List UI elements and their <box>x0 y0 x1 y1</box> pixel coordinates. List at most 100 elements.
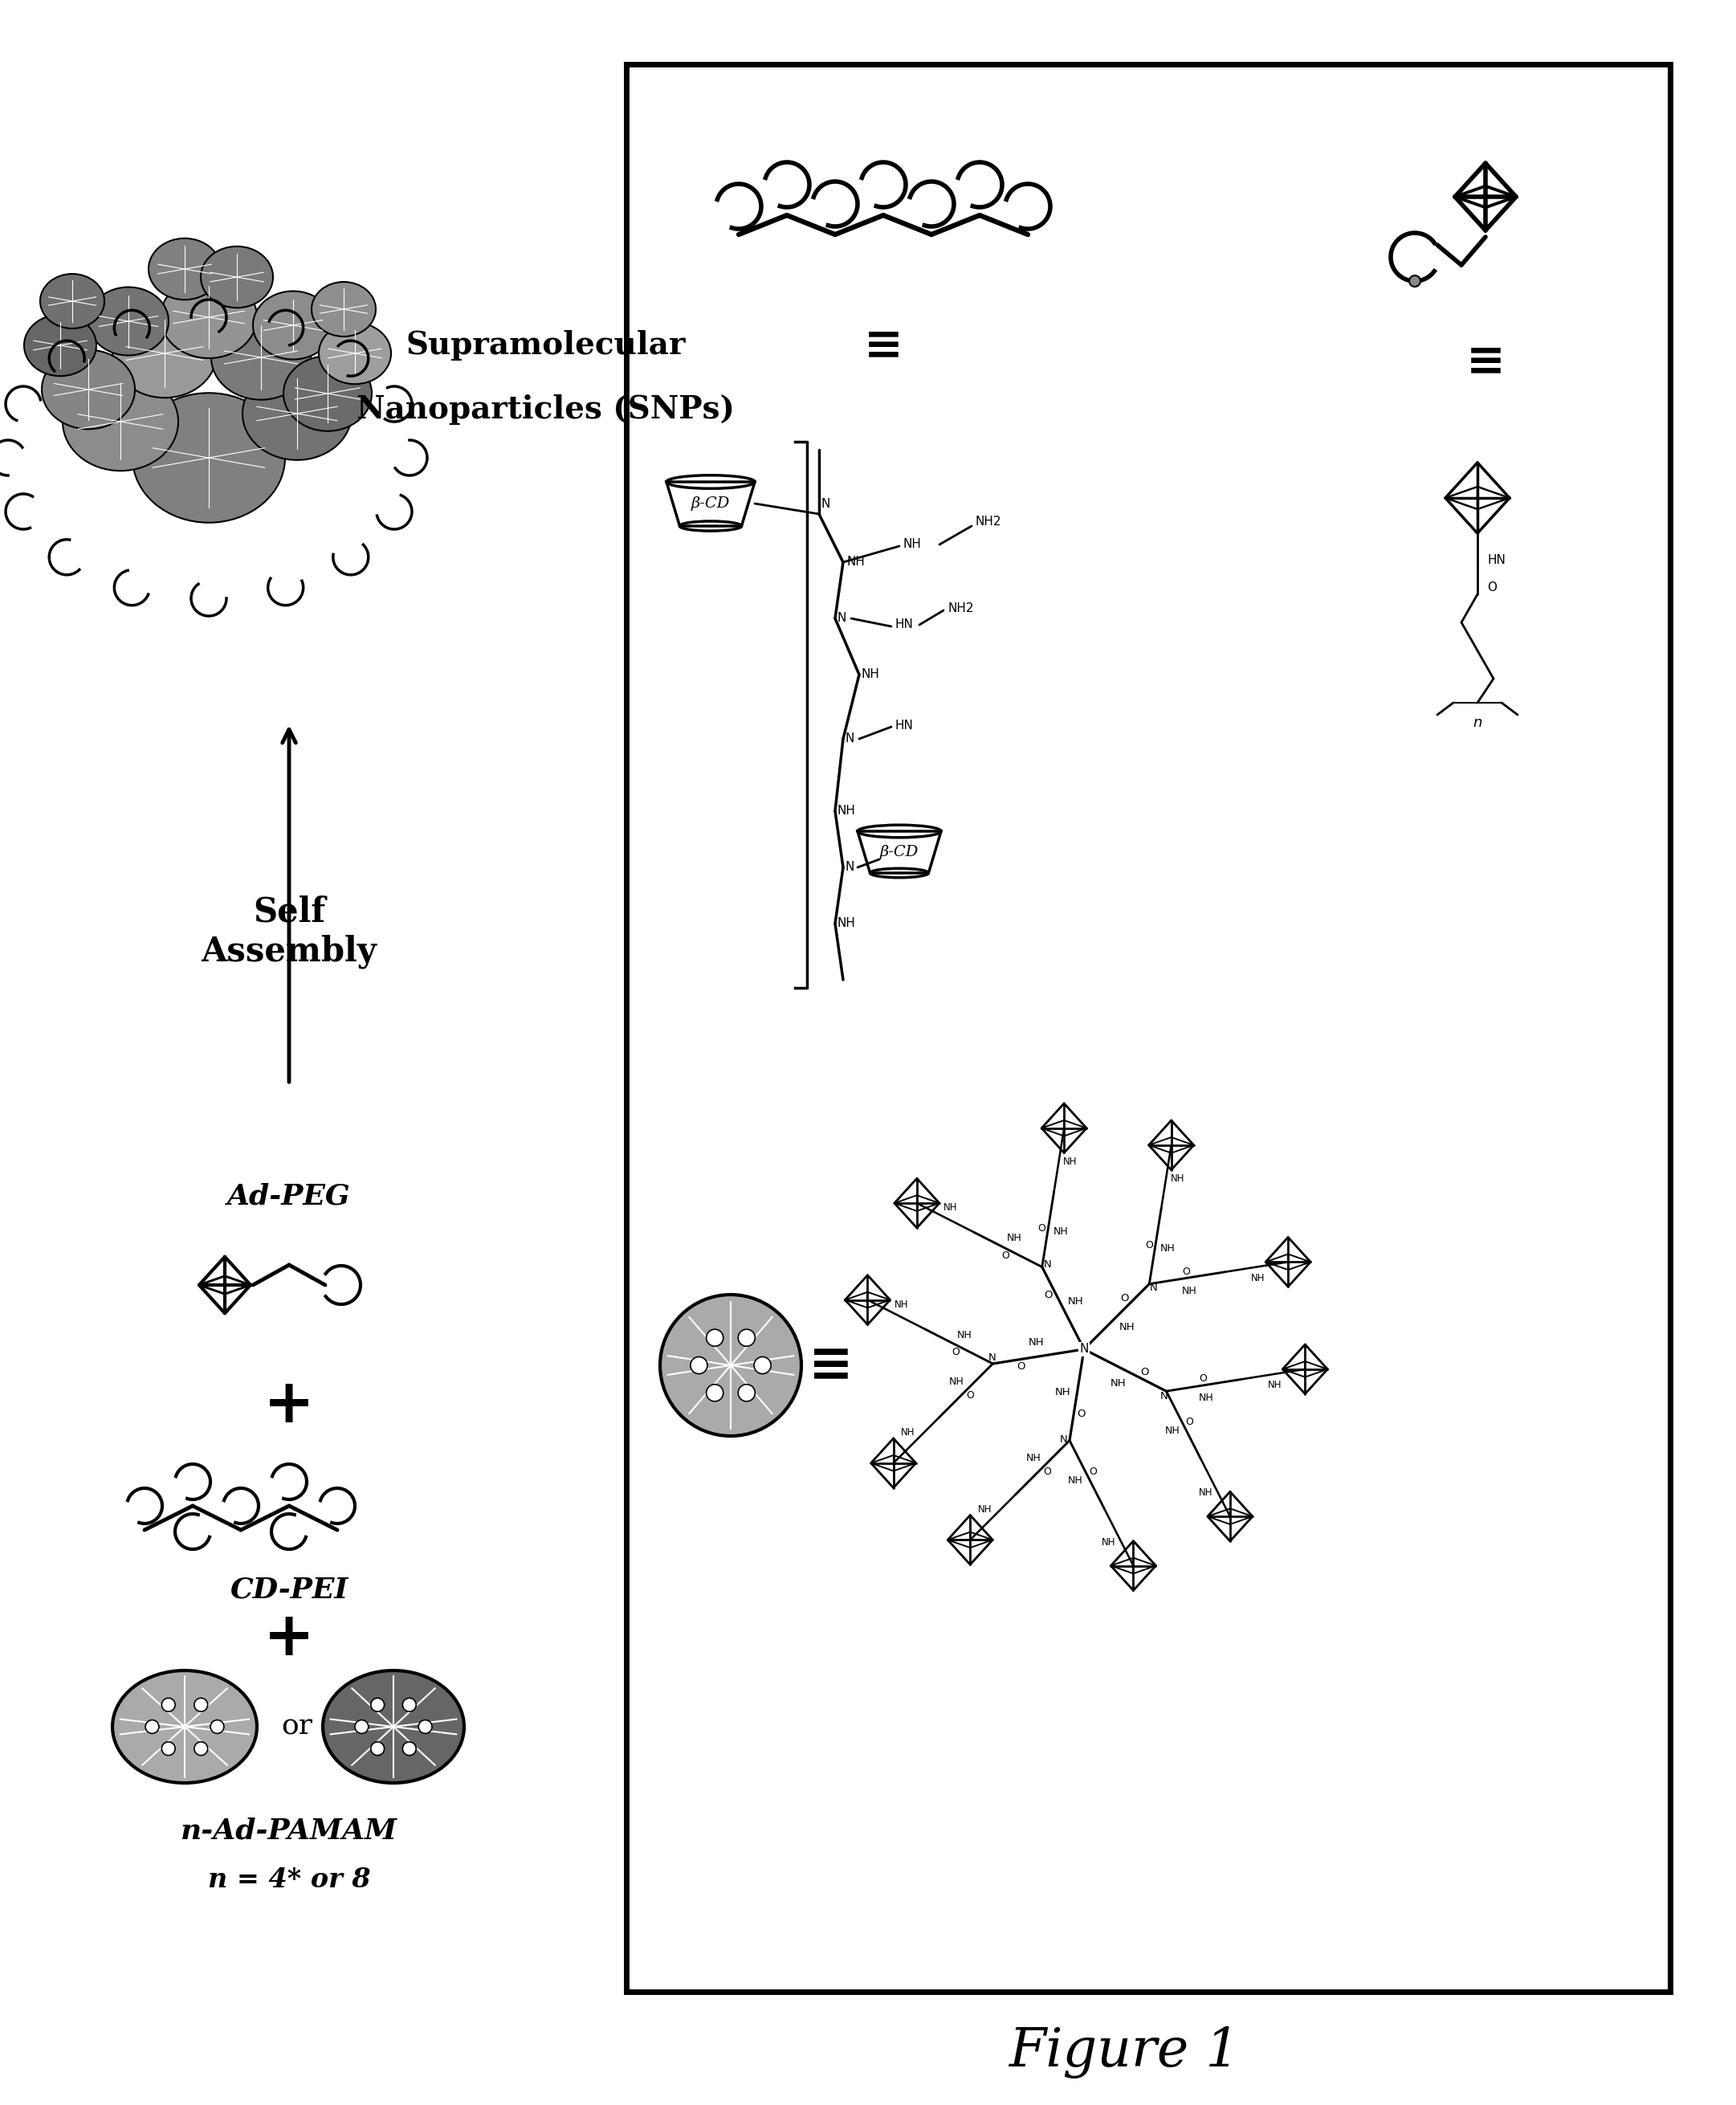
Text: N: N <box>1160 1391 1168 1402</box>
Ellipse shape <box>89 286 168 356</box>
Ellipse shape <box>283 356 372 432</box>
Text: O: O <box>1186 1417 1193 1427</box>
Ellipse shape <box>201 246 273 307</box>
Text: ≡: ≡ <box>809 1339 854 1391</box>
Circle shape <box>372 1743 384 1756</box>
Text: n-Ad-PAMAM: n-Ad-PAMAM <box>181 1817 398 1844</box>
Text: NH: NH <box>894 1299 908 1309</box>
Circle shape <box>194 1743 208 1756</box>
Text: N: N <box>1061 1434 1068 1444</box>
Text: NH: NH <box>1120 1322 1135 1332</box>
Text: NH: NH <box>1026 1452 1042 1463</box>
Text: NH: NH <box>1160 1244 1175 1252</box>
Text: NH: NH <box>837 918 856 930</box>
Text: Self
Assembly: Self Assembly <box>201 895 377 968</box>
Ellipse shape <box>253 290 333 360</box>
Text: N: N <box>837 613 845 625</box>
Circle shape <box>210 1720 224 1735</box>
Text: O: O <box>1038 1223 1045 1234</box>
Text: O: O <box>1141 1366 1149 1377</box>
Circle shape <box>707 1385 724 1402</box>
Text: Supramolecular: Supramolecular <box>406 330 686 360</box>
Ellipse shape <box>212 316 311 400</box>
Text: NH2: NH2 <box>948 602 974 615</box>
Text: NH: NH <box>977 1503 991 1513</box>
Text: Figure 1: Figure 1 <box>1009 2025 1240 2078</box>
Circle shape <box>146 1720 160 1735</box>
Ellipse shape <box>113 1671 257 1783</box>
Ellipse shape <box>113 309 217 398</box>
Text: NH: NH <box>1198 1394 1213 1404</box>
Ellipse shape <box>323 1671 464 1783</box>
Text: n = 4* or 8: n = 4* or 8 <box>208 1865 370 1892</box>
Text: NH: NH <box>1182 1286 1196 1297</box>
Circle shape <box>738 1328 755 1347</box>
Text: HN: HN <box>896 720 913 730</box>
Text: +: + <box>264 1377 314 1436</box>
Text: CD-PEI: CD-PEI <box>229 1577 349 1604</box>
Text: NH: NH <box>903 539 922 552</box>
Text: N: N <box>845 861 854 874</box>
Text: NH: NH <box>957 1330 972 1341</box>
Text: O: O <box>1200 1375 1207 1385</box>
Text: NH: NH <box>901 1427 915 1438</box>
Text: NH: NH <box>1170 1172 1184 1183</box>
Circle shape <box>691 1358 707 1375</box>
Text: β-CD: β-CD <box>691 497 731 512</box>
Ellipse shape <box>42 349 135 429</box>
Circle shape <box>372 1699 384 1711</box>
Text: O: O <box>1017 1362 1026 1372</box>
Ellipse shape <box>243 366 352 461</box>
Text: O: O <box>1488 581 1496 594</box>
Text: NH: NH <box>1111 1379 1127 1389</box>
Text: ≡: ≡ <box>863 322 903 368</box>
Text: NH: NH <box>1165 1425 1180 1436</box>
Text: N: N <box>1149 1282 1158 1292</box>
Text: NH: NH <box>1054 1225 1068 1236</box>
Text: NH: NH <box>1068 1476 1083 1486</box>
Text: O: O <box>1076 1408 1085 1419</box>
Text: N: N <box>1080 1343 1088 1356</box>
Text: NH2: NH2 <box>976 516 1002 528</box>
Ellipse shape <box>161 276 257 358</box>
Ellipse shape <box>62 373 179 472</box>
Text: NH: NH <box>1267 1381 1283 1391</box>
Ellipse shape <box>40 274 104 328</box>
Circle shape <box>403 1743 417 1756</box>
Text: n: n <box>1472 716 1483 730</box>
Text: Ad-PEG: Ad-PEG <box>227 1183 351 1210</box>
Text: NH: NH <box>950 1377 963 1387</box>
Text: O: O <box>1043 1467 1050 1478</box>
Ellipse shape <box>24 314 97 377</box>
Text: NH: NH <box>1007 1234 1021 1244</box>
Text: O: O <box>1146 1240 1153 1250</box>
Text: O: O <box>1182 1267 1189 1278</box>
Text: O: O <box>1088 1467 1097 1478</box>
Text: O: O <box>967 1389 974 1400</box>
Text: NH: NH <box>1028 1337 1043 1347</box>
Text: NH: NH <box>1102 1537 1116 1547</box>
Circle shape <box>1410 276 1420 286</box>
Text: β-CD: β-CD <box>880 844 918 859</box>
Circle shape <box>753 1358 771 1375</box>
Circle shape <box>161 1699 175 1711</box>
Circle shape <box>354 1720 368 1735</box>
Text: N: N <box>821 499 830 509</box>
Text: NH: NH <box>944 1202 958 1212</box>
Text: O: O <box>1002 1250 1009 1261</box>
Text: +: + <box>264 1608 314 1667</box>
Text: O: O <box>1043 1290 1052 1301</box>
Text: NH: NH <box>861 669 880 680</box>
Text: O: O <box>1120 1292 1128 1303</box>
Ellipse shape <box>311 282 375 337</box>
Text: NH: NH <box>1198 1488 1212 1499</box>
Text: NH: NH <box>837 804 856 817</box>
Ellipse shape <box>149 238 220 299</box>
Text: HN: HN <box>1488 554 1505 566</box>
Ellipse shape <box>132 394 285 522</box>
FancyBboxPatch shape <box>627 65 1670 1991</box>
Text: NH: NH <box>1054 1387 1071 1398</box>
Circle shape <box>707 1328 724 1347</box>
Circle shape <box>403 1699 417 1711</box>
Text: HN: HN <box>896 619 913 632</box>
